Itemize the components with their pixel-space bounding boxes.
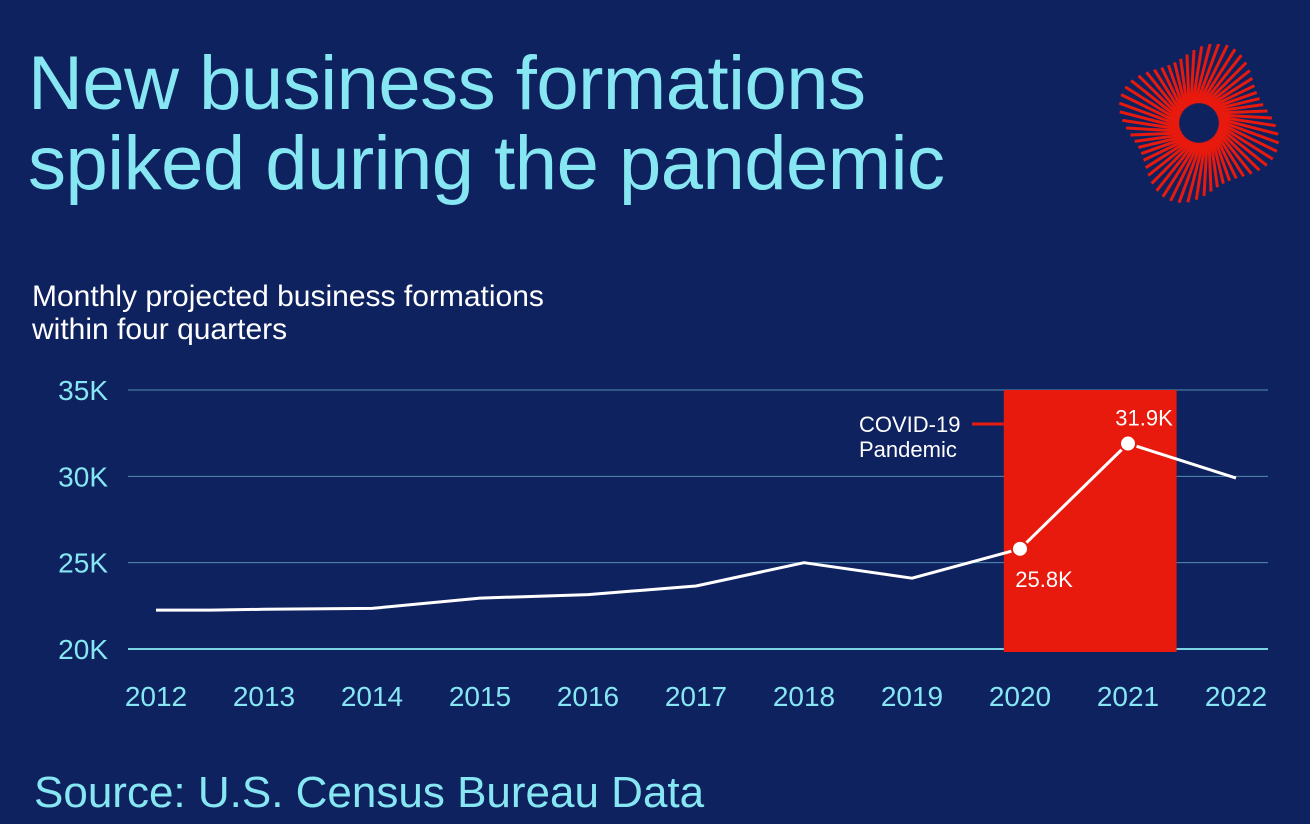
highlight-label-line-2: Pandemic [859,437,957,462]
x-tick-label: 2014 [341,681,403,712]
x-tick-label: 2013 [233,681,295,712]
x-tick-label: 2016 [557,681,619,712]
series-line-path [156,442,1237,612]
title-line-1: New business formations [28,41,866,126]
data-point [1011,539,1029,558]
chart-title: New business formations spiked during th… [28,44,1108,204]
subtitle-line-1: Monthly projected business formations [32,280,544,313]
data-label: 25.8K [1015,567,1073,592]
x-tick-label: 2020 [989,681,1051,712]
y-tick-label: 20K [58,634,108,665]
x-tick-label: 2018 [773,681,835,712]
y-tick-label: 35K [58,375,108,406]
y-tick-label: 25K [58,548,108,579]
x-tick-label: 2022 [1205,681,1267,712]
subtitle-line-2: within four quarters [32,313,288,346]
data-label: 31.9K [1115,406,1173,431]
annotations: 25.8K 31.9K [1011,406,1173,592]
series-line [156,442,1237,612]
source-note: Source: U.S. Census Bureau Data [34,768,705,817]
x-tick-label: 2012 [125,681,187,712]
y-tick-label: 30K [58,461,108,492]
pandemic-highlight-band [1003,390,1177,652]
highlight-label-line-1: COVID-19 [859,412,960,437]
title-line-2: spiked during the pandemic [28,121,945,206]
red-starburst-ring-icon [1118,44,1280,204]
axis-ticks: 35K 30K 25K 20K 2012 2013 2014 2015 2016 2017 2018… [58,375,1267,712]
x-tick-label: 2021 [1097,681,1159,712]
x-tick-label: 2017 [665,681,727,712]
x-tick-label: 2015 [449,681,511,712]
x-tick-label: 2019 [881,681,943,712]
chart-subtitle: Monthly projected business formations wi… [32,280,732,346]
data-point [1119,434,1137,453]
